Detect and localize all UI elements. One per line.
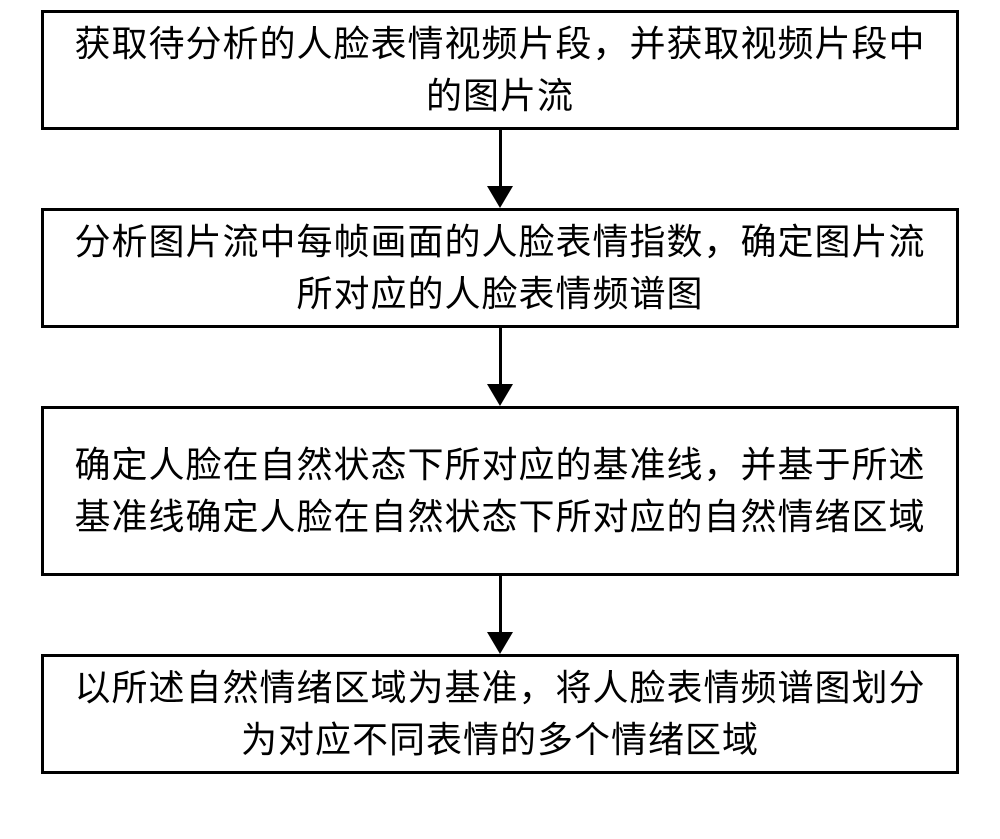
arrow-line [499,130,502,186]
step-1-text: 获取待分析的人脸表情视频片段，并获取视频片段中的图片流 [64,18,936,122]
flowchart-step-2: 分析图片流中每帧画面的人脸表情指数，确定图片流所对应的人脸表情频谱图 [41,208,959,328]
flowchart-step-1: 获取待分析的人脸表情视频片段，并获取视频片段中的图片流 [41,10,959,130]
arrow-2 [487,328,513,406]
arrow-head-icon [487,186,513,208]
step-4-text: 以所述自然情绪区域为基准，将人脸表情频谱图划分为对应不同表情的多个情绪区域 [64,662,936,766]
flowchart-step-3: 确定人脸在自然状态下所对应的基准线，并基于所述基准线确定人脸在自然状态下所对应的… [41,406,959,576]
step-2-text: 分析图片流中每帧画面的人脸表情指数，确定图片流所对应的人脸表情频谱图 [64,216,936,320]
arrow-line [499,576,502,632]
step-3-text: 确定人脸在自然状态下所对应的基准线，并基于所述基准线确定人脸在自然状态下所对应的… [64,439,936,543]
arrow-head-icon [487,384,513,406]
flowchart-step-4: 以所述自然情绪区域为基准，将人脸表情频谱图划分为对应不同表情的多个情绪区域 [41,654,959,774]
arrow-line [499,328,502,384]
arrow-1 [487,130,513,208]
flowchart-container: 获取待分析的人脸表情视频片段，并获取视频片段中的图片流 分析图片流中每帧画面的人… [40,10,960,774]
arrow-head-icon [487,632,513,654]
arrow-3 [487,576,513,654]
